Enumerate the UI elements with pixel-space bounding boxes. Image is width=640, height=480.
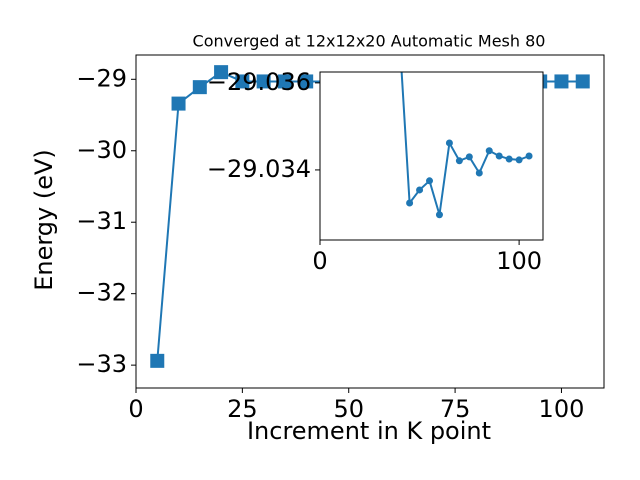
x-tick-label: 50 <box>333 395 364 423</box>
x-tick-label: 75 <box>440 395 471 423</box>
chart-title: Converged at 12x12x20 Automatic Mesh 80 <box>193 32 546 51</box>
y-axis-label: Energy (eV) <box>30 149 58 291</box>
y-tick-label: −31 <box>76 207 127 235</box>
marker <box>426 177 434 185</box>
marker <box>495 152 503 160</box>
marker <box>435 211 443 219</box>
marker <box>277 74 292 89</box>
marker <box>465 153 473 161</box>
axes-frame <box>319 71 544 241</box>
marker <box>192 80 207 95</box>
x-tick-label: 0 <box>312 247 327 275</box>
marker <box>515 156 523 164</box>
y-tick-label: −30 <box>76 136 127 164</box>
x-tick-label: 100 <box>496 247 542 275</box>
marker <box>150 353 165 368</box>
x-axis-label: Increment in K point <box>247 417 491 445</box>
x-tick-label: 100 <box>539 395 585 423</box>
y-tick-label: −29 <box>76 64 127 92</box>
marker <box>235 74 250 89</box>
marker <box>485 147 493 155</box>
y-tick-label: −29.034 <box>207 155 311 183</box>
marker <box>256 74 271 89</box>
marker <box>406 199 414 207</box>
x-tick-label: 0 <box>128 395 143 423</box>
x-tick-label: 25 <box>227 395 258 423</box>
marker <box>575 74 590 89</box>
marker <box>171 96 186 111</box>
marker <box>445 139 453 147</box>
y-tick-label: −33 <box>76 350 127 378</box>
marker <box>416 186 424 194</box>
y-tick-label: −29.036 <box>207 68 311 96</box>
axes-frame <box>135 54 605 389</box>
marker <box>455 157 463 165</box>
plot-area <box>400 72 533 219</box>
marker <box>554 74 569 89</box>
marker <box>299 74 314 89</box>
marker <box>525 152 533 160</box>
marker <box>475 169 483 177</box>
marker <box>214 65 229 80</box>
y-tick-label: −32 <box>76 279 127 307</box>
inset-background <box>320 72 543 240</box>
marker <box>505 155 513 163</box>
